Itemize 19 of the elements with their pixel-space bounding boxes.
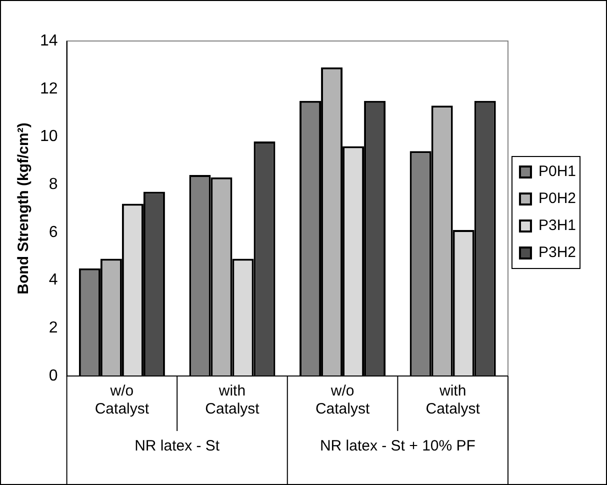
x-tick-label: w/o Catalyst	[315, 382, 370, 418]
y-tick-label: 12	[40, 80, 58, 98]
y-tick-label: 8	[48, 176, 58, 193]
x-tick-label: with Catalyst	[426, 382, 481, 418]
x-tick-label: w/o Catalyst	[94, 382, 150, 418]
text: NR latex - St	[134, 438, 220, 455]
text: NR latex - St + 10% PF	[320, 438, 476, 455]
y-tick-label: 0	[48, 367, 58, 384]
y-tick-label: 10	[40, 128, 58, 146]
y-tick-label: 2	[48, 320, 58, 337]
legend-label: P3H2	[538, 244, 576, 262]
legend-label: P0H2	[538, 190, 576, 208]
x-tick-label: with Catalyst	[205, 382, 260, 418]
legend-label: P3H1	[538, 217, 576, 234]
y-tick-label: 14	[40, 32, 58, 50]
y-tick-label: 6	[48, 224, 58, 241]
y-axis-title: Bond Strength (kgf/cm²)	[15, 122, 32, 294]
legend-label: P0H1	[538, 163, 576, 180]
y-tick-label: 4	[48, 272, 58, 289]
